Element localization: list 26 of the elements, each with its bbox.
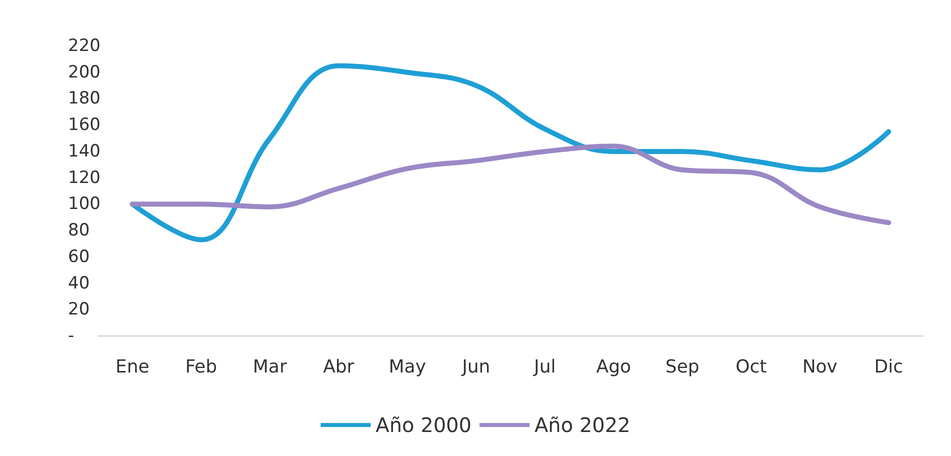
x-tick-label: Abr <box>323 356 355 378</box>
x-tick-label: Dic <box>874 356 904 378</box>
y-tick-label: 60 <box>68 246 90 267</box>
y-tick-label: 100 <box>68 194 100 214</box>
x-tick-label: Nov <box>802 356 838 378</box>
legend-label: Año 2022 <box>534 413 630 437</box>
x-tick-label: Ene <box>115 356 150 378</box>
x-tick-label: Mar <box>252 356 288 378</box>
x-tick-label: Jul <box>533 356 556 378</box>
y-tick-label: 80 <box>68 220 90 241</box>
x-tick-label: Ago <box>596 356 632 378</box>
x-tick-label: Feb <box>185 356 218 378</box>
x-tick-label: Jun <box>461 356 490 378</box>
x-tick-label: Sep <box>665 356 700 378</box>
y-tick-label: 200 <box>68 62 100 82</box>
y-tick-label: - <box>68 326 74 346</box>
y-tick-label: 120 <box>68 168 100 188</box>
y-tick-label: 20 <box>68 300 90 320</box>
x-tick-label: Oct <box>736 356 767 378</box>
x-tick-label: May <box>388 356 426 378</box>
y-tick-label: 160 <box>68 115 100 136</box>
y-tick-label: 40 <box>68 273 90 294</box>
legend-label: Año 2000 <box>376 413 472 437</box>
y-tick-label: 180 <box>68 88 100 109</box>
y-tick-label: 140 <box>68 141 100 162</box>
y-tick-label: 220 <box>68 36 100 56</box>
